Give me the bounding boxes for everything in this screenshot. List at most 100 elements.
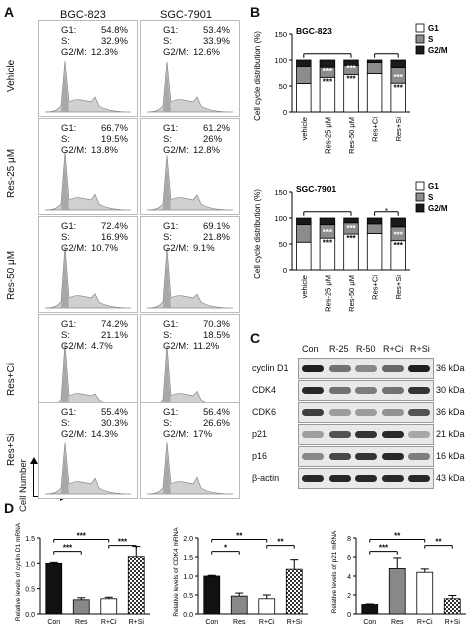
- chart-p21-mrna: Relative levels of p21 mRNA 0 2 4 6 8 Con Res R+…: [331, 530, 466, 626]
- blot-band: [355, 365, 377, 372]
- blot-band: [328, 431, 351, 438]
- chart-cdk4-mrna: Relative levels of CDK4 mRNA 0.0 0.5 1.0 1.5…: [173, 527, 308, 626]
- bar-segment-g1: [366, 233, 383, 271]
- g1-peak-shade: [61, 351, 69, 406]
- significance-label: ***: [77, 532, 87, 541]
- x-tick-label: Con: [47, 619, 60, 626]
- legend-label: S: [428, 35, 434, 44]
- bar-res: [230, 595, 248, 615]
- x-tick-label: R+Ci: [259, 619, 275, 626]
- bar-rci: [258, 598, 276, 615]
- col-header-bgc823: BGC-823: [60, 9, 106, 21]
- histogram-fill: [44, 151, 132, 211]
- bar-segment-g2m: [319, 217, 336, 226]
- flow-histogram-panel: G1: 69.1% S: 21.8% G2/M: 9.1%: [140, 216, 240, 313]
- stat-label-g2m: G2/M:: [163, 341, 189, 352]
- blot-band: [381, 431, 404, 438]
- flow-histogram-panel: G1: 72.4% S: 16.9% G2/M: 10.7%: [38, 216, 138, 313]
- y-tick-label: 1.0: [183, 574, 193, 581]
- significance-g1: ***: [323, 238, 333, 247]
- histogram-fill: [44, 442, 132, 495]
- significance-g1: ***: [323, 77, 333, 86]
- y-tick-label: 150: [274, 188, 287, 197]
- stat-value-s: 19.5%: [101, 134, 128, 145]
- stat-value-s: 32.9%: [101, 36, 128, 47]
- histogram-fill: [146, 61, 234, 113]
- blot-band: [302, 387, 324, 394]
- x-tick-label: Res+Si: [394, 117, 403, 142]
- bar-segment-s: [366, 223, 383, 234]
- blot-band: [408, 409, 430, 416]
- stat-value-s: 26.6%: [203, 418, 230, 429]
- y-tick-label: 50: [279, 82, 287, 91]
- panel-b-label: B: [250, 4, 261, 20]
- histogram-plot: [44, 61, 132, 113]
- stat-label-s: S:: [61, 232, 70, 243]
- row-label-resci: Res+Ci: [6, 362, 17, 396]
- protein-label: CDK6: [252, 407, 277, 417]
- g1-peak-shade: [61, 450, 69, 494]
- y-axis-title: Cell cycle distribution (%): [253, 189, 262, 279]
- blot-band: [328, 409, 351, 416]
- stat-value-s: 21.8%: [203, 232, 230, 243]
- histogram-fill: [146, 155, 234, 211]
- flow-histogram-panel: G1: 56.4% S: 26.6% G2/M: 17%: [140, 402, 240, 499]
- row-label-res25: Res-25 μM: [6, 148, 17, 198]
- histogram-plot: [44, 442, 132, 495]
- x-tick-label: vehicle: [300, 275, 309, 298]
- y-tick-label: 0.5: [25, 587, 35, 594]
- y-tick-label: 0: [283, 108, 287, 117]
- histogram-fill: [146, 442, 234, 495]
- stat-value-g1: 74.2%: [101, 319, 128, 330]
- stat-label-s: S:: [163, 330, 172, 341]
- legend-swatch-g2m: [415, 203, 425, 213]
- x-tick-label: Res: [75, 619, 88, 626]
- y-tick-label: 1.5: [25, 536, 35, 543]
- stat-value-g1: 61.2%: [203, 123, 230, 134]
- stat-value-g2m: 17%: [193, 429, 213, 440]
- legend-label: G2/M: [428, 204, 448, 213]
- stat-label-s: S:: [163, 36, 172, 47]
- legend-label: G1: [428, 24, 439, 33]
- stat-label-g1: G1:: [163, 407, 179, 418]
- significance-g1: ***: [394, 83, 404, 92]
- blot-band: [408, 387, 430, 394]
- panel-d-label: D: [4, 500, 15, 516]
- bar-segment-g2m: [366, 59, 383, 63]
- x-tick-label: R+Si: [287, 619, 303, 626]
- molecular-weight-label: 21 kDa: [436, 429, 465, 439]
- x-tick-label: R+Ci: [101, 619, 117, 626]
- stat-value-g1: 66.7%: [101, 123, 128, 134]
- x-tick-label: Res-50 μM: [347, 275, 356, 312]
- protein-label: p21: [252, 429, 268, 439]
- bar-con: [45, 562, 63, 615]
- y-tick-label: 0.0: [25, 612, 35, 619]
- bar-rsi: [127, 556, 145, 615]
- significance-label: **: [394, 532, 401, 541]
- stat-value-s: 16.9%: [101, 232, 128, 243]
- bar-segment-g2m: [343, 217, 359, 224]
- legend-swatch-s: [415, 34, 425, 44]
- lane-label: R+Si: [410, 344, 430, 354]
- blot-band: [381, 387, 404, 394]
- panel-c-label: C: [250, 330, 261, 346]
- stat-value-g1: 54.8%: [101, 25, 128, 36]
- blot-band: [302, 431, 324, 438]
- flow-histogram-panel: G1: 66.7% S: 19.5% G2/M: 13.8%: [38, 118, 138, 215]
- stat-value-g1: 53.4%: [203, 25, 230, 36]
- histogram-plot: [146, 61, 234, 113]
- bar-segment-g2m: [296, 59, 312, 67]
- flow-histogram-panel: G1: 74.2% S: 21.1% G2/M: 4.7%: [38, 314, 138, 411]
- blot-strip: [298, 446, 434, 467]
- stat-label-s: S:: [61, 418, 70, 429]
- g1-peak-shade: [61, 69, 69, 112]
- molecular-weight-label: 43 kDa: [436, 473, 465, 483]
- blot-band: [355, 387, 377, 394]
- blot-band: [328, 365, 351, 372]
- blot-band: [302, 365, 324, 372]
- histogram-plot: [44, 151, 132, 211]
- blot-band: [408, 365, 430, 372]
- stat-value-s: 21.1%: [101, 330, 128, 341]
- y-tick-label: 100: [274, 214, 287, 223]
- stat-label-g1: G1:: [163, 123, 179, 134]
